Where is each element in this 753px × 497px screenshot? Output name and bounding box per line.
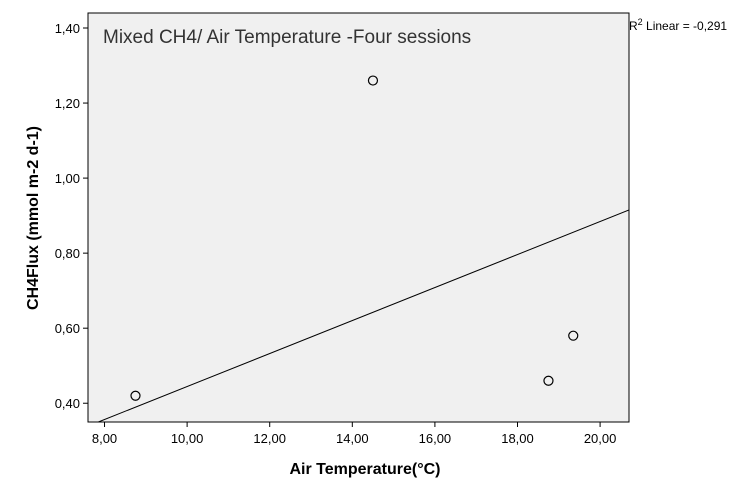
r2-value: Linear = -0,291 xyxy=(643,19,728,33)
r2-prefix: R xyxy=(629,19,638,33)
data-point xyxy=(367,75,379,86)
y-axis-title: CH4Flux (mmol m-2 d-1) xyxy=(25,126,42,310)
y-tick-label: 0,60 xyxy=(55,321,80,336)
x-tick-label: 14,00 xyxy=(336,431,369,446)
chart-title: Mixed CH4/ Air Temperature -Four session… xyxy=(103,27,471,48)
x-tick-label: 18,00 xyxy=(501,431,534,446)
data-point xyxy=(568,330,579,341)
x-axis-title: Air Temperature(°C) xyxy=(289,461,440,478)
x-tick-label: 8,00 xyxy=(92,431,117,446)
r2-annotation: R2 Linear = -0,291 xyxy=(629,17,727,33)
plot-area xyxy=(87,12,630,423)
plot-area-group: 8,00 10,00 12,00 14,00 16,00 18,00 20,00 0,40 0,… xyxy=(55,12,630,446)
y-tick-label: 1,00 xyxy=(55,171,80,186)
y-tick-label: 0,80 xyxy=(55,246,80,261)
y-tick-label: 0,40 xyxy=(55,396,80,411)
r2-superscript: 2 xyxy=(638,17,643,27)
data-point xyxy=(543,375,554,386)
x-tick-label: 10,00 xyxy=(171,431,204,446)
y-tick-label: 1,20 xyxy=(55,96,80,111)
x-tick-label: 16,00 xyxy=(419,431,452,446)
x-tick-label: 20,00 xyxy=(584,431,617,446)
x-tick-label: 12,00 xyxy=(253,431,286,446)
data-point xyxy=(130,390,141,401)
y-tick-label: 1,40 xyxy=(55,21,80,36)
fit-line xyxy=(98,209,629,422)
